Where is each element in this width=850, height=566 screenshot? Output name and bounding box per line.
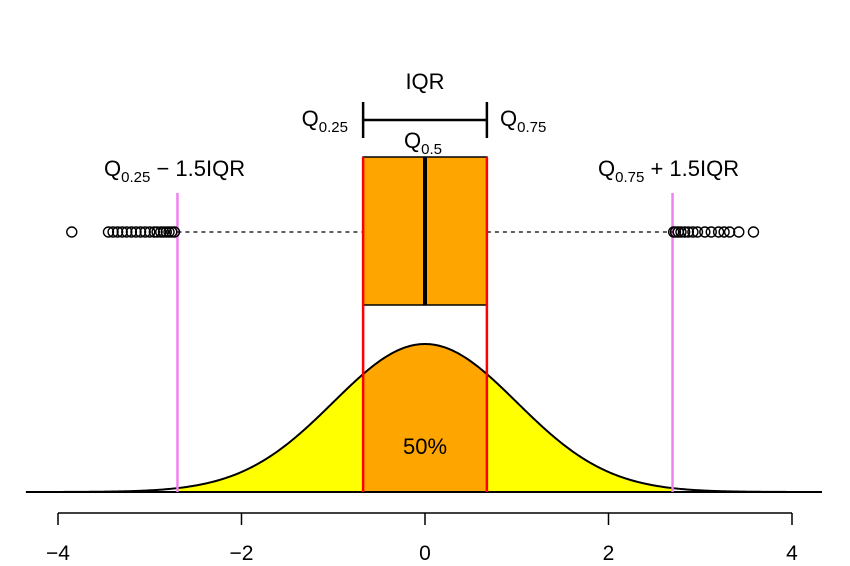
outlier-point [66, 226, 78, 238]
outlier-point [747, 226, 760, 238]
outlier-point [111, 226, 124, 238]
outlier-point [107, 226, 119, 238]
outlier-point [718, 226, 730, 238]
x-tick-label: −4 [46, 542, 70, 565]
lower-fence-label: Q0.25 − 1.5IQR [104, 156, 245, 186]
outlier-point [144, 226, 156, 238]
outlier-point [139, 226, 151, 238]
outlier-points [66, 226, 760, 238]
q25-label: Q0.25 [302, 106, 348, 136]
outlier-point [682, 226, 695, 238]
outlier-point [678, 226, 691, 238]
x-tick-label: 4 [786, 542, 798, 565]
outlier-point [687, 226, 699, 238]
outlier-point [102, 226, 115, 238]
outlier-point [699, 226, 711, 238]
outlier-point [705, 226, 717, 238]
iqr-bracket [361, 102, 489, 138]
iqr-label: IQR [405, 69, 444, 94]
outlier-point [166, 226, 178, 238]
outlier-point [116, 226, 128, 238]
outlier-point [723, 226, 736, 238]
x-axis: −4 −2 0 2 4 [46, 512, 798, 565]
outlier-point [669, 226, 682, 238]
outlier-point [160, 226, 172, 238]
median-label: Q0.5 [404, 128, 442, 158]
outlier-point [675, 226, 687, 238]
outlier-point [155, 226, 167, 238]
outlier-point [151, 226, 163, 238]
outlier-point [157, 226, 170, 238]
x-tick-label: 2 [603, 542, 615, 565]
center-area-label: 50% [403, 434, 447, 459]
outlier-point [163, 226, 175, 238]
outlier-point [134, 226, 147, 238]
outlier-point [691, 226, 704, 238]
outlier-point [733, 226, 745, 238]
density-curve [25, 343, 793, 493]
outlier-point [712, 226, 725, 238]
outlier-point [121, 226, 133, 238]
outlier-point [168, 226, 181, 238]
x-tick-label: −2 [230, 542, 254, 565]
q75-label: Q0.75 [500, 106, 546, 136]
outlier-point [130, 226, 142, 238]
density-iqr-area [363, 344, 487, 492]
upper-fence-label: Q0.75 + 1.5IQR [598, 156, 739, 186]
outlier-point [125, 226, 138, 238]
x-tick-label: 0 [419, 542, 431, 565]
outlier-point [148, 226, 161, 238]
